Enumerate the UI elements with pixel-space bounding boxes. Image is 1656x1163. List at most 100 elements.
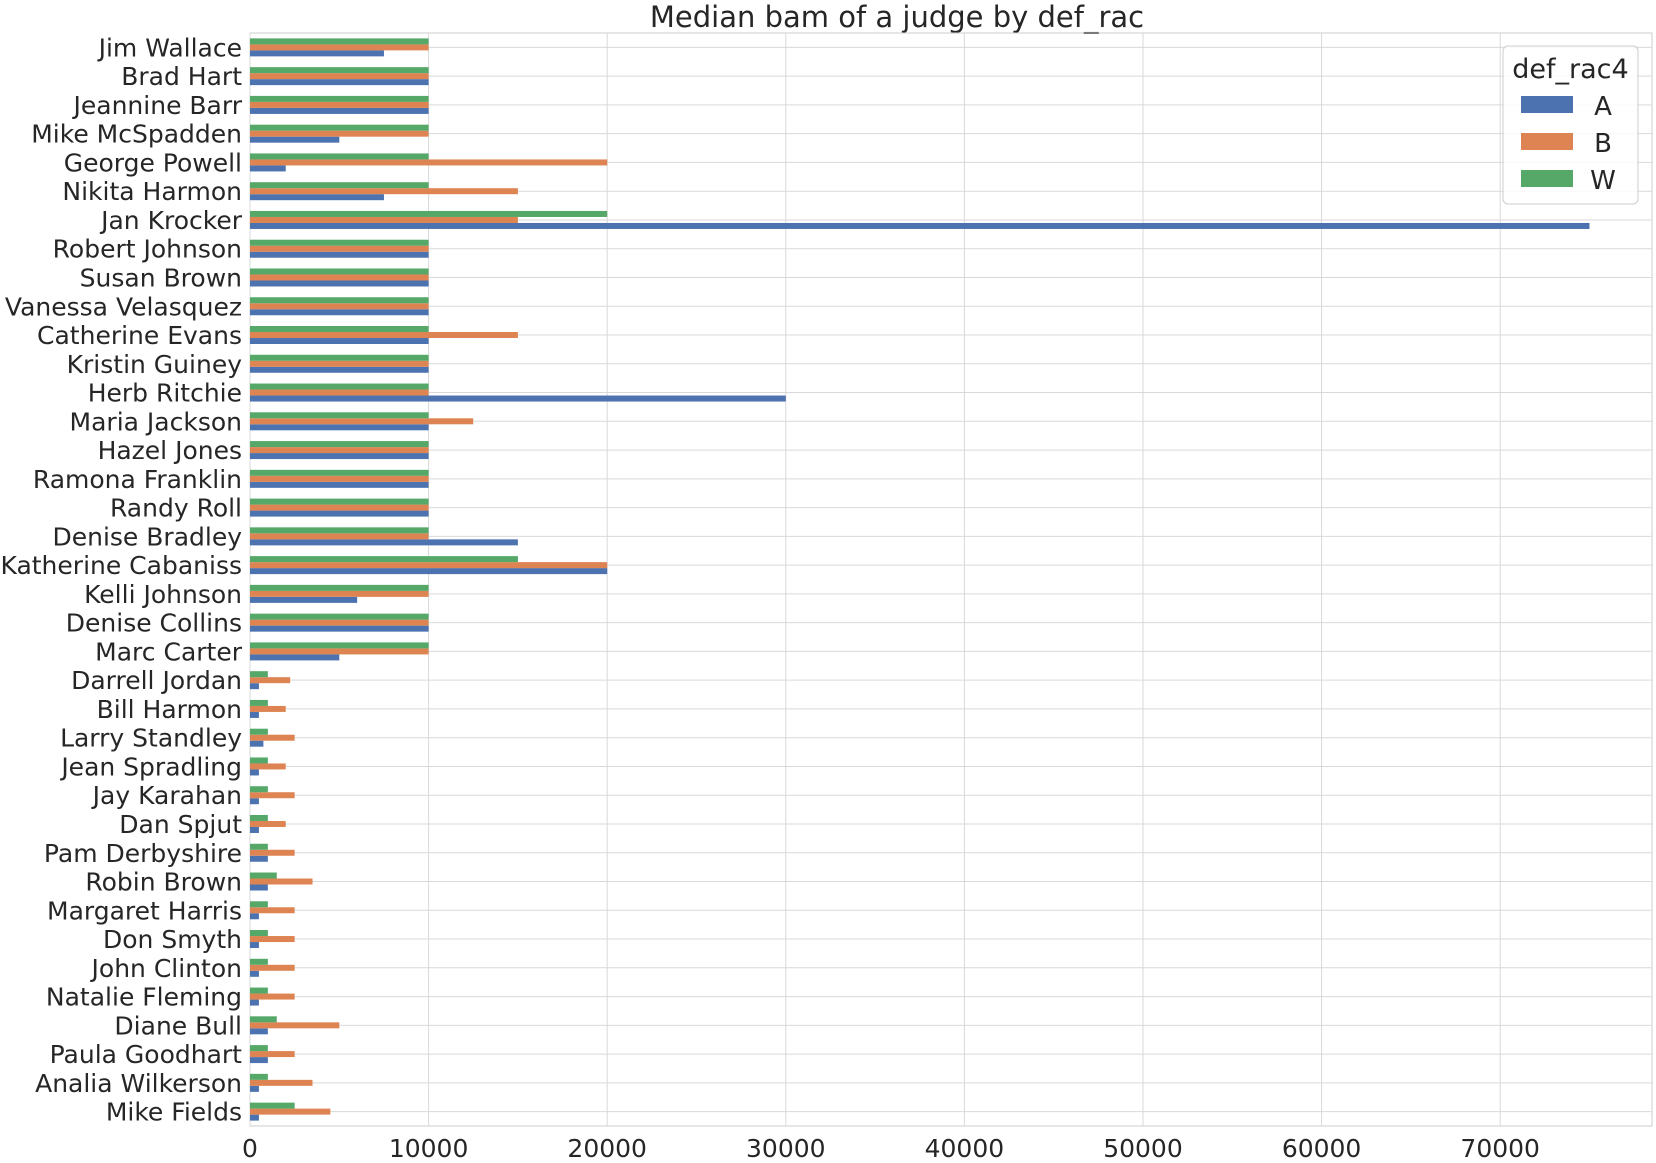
y-tick-label: Bill Harmon <box>97 695 242 724</box>
bar-w-darrell-jordan <box>250 671 268 678</box>
legend: def_rac4 ABW <box>1502 45 1639 205</box>
chart-title: Median bam of a judge by def_rac <box>650 0 1144 34</box>
bar-w-denise-bradley <box>250 527 429 534</box>
bar-b-jay-karahan <box>250 792 295 799</box>
legend-label-w: W <box>1590 166 1616 196</box>
bar-b-larry-standley <box>250 734 295 741</box>
y-tick-label: Marc Carter <box>95 637 243 666</box>
bar-b-dan-spjut <box>250 820 286 827</box>
y-tick-label: Mike McSpadden <box>31 120 242 149</box>
bar-w-george-powell <box>250 153 429 160</box>
bar-w-larry-standley <box>250 728 268 735</box>
y-tick-label: Susan Brown <box>80 263 242 292</box>
bar-w-dan-spjut <box>250 814 268 821</box>
legend-swatch-w <box>1521 170 1573 187</box>
bar-w-mike-mcspadden <box>250 124 429 131</box>
y-tick-label: Catherine Evans <box>37 321 242 350</box>
bar-a-paula-goodhart <box>250 1057 268 1064</box>
bar-a-herb-ritchie <box>250 395 786 402</box>
bar-b-jan-krocker <box>250 216 518 223</box>
y-tick-label: John Clinton <box>90 954 242 983</box>
y-tick-label: Hazel Jones <box>98 436 242 465</box>
bar-a-mike-mcspadden <box>250 136 340 143</box>
bar-a-catherine-evans <box>250 338 429 345</box>
bar-a-denise-collins <box>250 625 429 632</box>
bar-w-herb-ritchie <box>250 383 429 390</box>
bars <box>250 38 1590 1121</box>
bar-b-pam-derbyshire <box>250 849 295 856</box>
x-tick-label: 20000 <box>567 1134 647 1159</box>
bar-a-darrell-jordan <box>250 683 259 690</box>
y-tick-label: Vanessa Velasquez <box>5 292 242 321</box>
bar-a-susan-brown <box>250 280 429 287</box>
y-tick-label: Pam Derbyshire <box>44 839 242 868</box>
y-tick-label: Katherine Cabaniss <box>0 551 242 580</box>
bar-w-kristin-guiney <box>250 354 429 361</box>
y-tick-label: Maria Jackson <box>70 407 242 436</box>
bar-a-denise-bradley <box>250 539 518 546</box>
bar-a-john-clinton <box>250 970 259 977</box>
bar-b-margaret-harris <box>250 907 295 914</box>
bar-a-marc-carter <box>250 654 340 661</box>
y-tick-label: Robert Johnson <box>53 235 242 264</box>
bar-b-nikita-harmon <box>250 188 518 195</box>
bar-b-marc-carter <box>250 648 429 655</box>
bar-w-mike-fields <box>250 1102 295 1109</box>
bar-b-susan-brown <box>250 274 429 281</box>
bar-w-maria-jackson <box>250 412 429 419</box>
bar-w-don-smyth <box>250 930 268 937</box>
x-tick-label: 40000 <box>925 1134 1005 1159</box>
bar-a-hazel-jones <box>250 453 429 460</box>
bar-b-natalie-fleming <box>250 993 295 1000</box>
y-tick-label: Jay Karahan <box>91 781 242 810</box>
y-tick-label: Brad Hart <box>121 62 242 91</box>
y-tick-label: Denise Bradley <box>52 522 242 551</box>
bar-a-natalie-fleming <box>250 999 259 1006</box>
bar-a-jan-krocker <box>250 222 1590 229</box>
bar-b-jean-spradling <box>250 763 286 770</box>
bar-w-susan-brown <box>250 268 429 275</box>
bar-b-vanessa-velasquez <box>250 303 429 310</box>
y-tick-label: George Powell <box>64 148 242 177</box>
y-tick-label: Don Smyth <box>103 925 242 954</box>
bar-a-george-powell <box>250 165 286 172</box>
bar-a-don-smyth <box>250 942 259 949</box>
bar-b-kelli-johnson <box>250 590 429 597</box>
bar-w-analia-wilkerson <box>250 1073 268 1080</box>
bar-a-maria-jackson <box>250 424 429 431</box>
bar-w-hazel-jones <box>250 441 429 448</box>
bar-w-denise-collins <box>250 613 429 620</box>
bar-w-ramona-franklin <box>250 469 429 476</box>
y-tick-label: Robin Brown <box>85 868 242 897</box>
bar-a-kristin-guiney <box>250 366 429 373</box>
bar-b-maria-jackson <box>250 418 474 425</box>
bar-a-jean-spradling <box>250 769 259 776</box>
x-tick-label: 0 <box>242 1134 258 1159</box>
bar-a-robert-johnson <box>250 251 429 258</box>
bar-w-brad-hart <box>250 67 429 74</box>
bar-b-analia-wilkerson <box>250 1079 313 1086</box>
bar-w-pam-derbyshire <box>250 843 268 850</box>
bar-a-larry-standley <box>250 740 264 747</box>
legend-title: def_rac4 <box>1512 54 1628 85</box>
bar-a-randy-roll <box>250 510 429 517</box>
x-tick-label: 10000 <box>389 1134 469 1159</box>
x-tick-label: 50000 <box>1103 1134 1183 1159</box>
bar-b-paula-goodhart <box>250 1051 295 1058</box>
y-tick-label: Paula Goodhart <box>50 1040 243 1069</box>
bar-w-jeannine-barr <box>250 95 429 102</box>
bar-b-kristin-guiney <box>250 360 429 367</box>
bar-b-jim-wallace <box>250 44 429 51</box>
bar-b-jeannine-barr <box>250 101 429 108</box>
bar-a-robin-brown <box>250 884 268 891</box>
bar-a-brad-hart <box>250 79 429 86</box>
y-tick-label: Jan Krocker <box>99 206 243 235</box>
y-tick-label: Larry Standley <box>60 724 242 753</box>
bar-a-kelli-johnson <box>250 596 358 603</box>
legend-swatch-a <box>1521 96 1573 113</box>
bar-b-don-smyth <box>250 936 295 943</box>
bar-w-jay-karahan <box>250 786 268 793</box>
bar-a-analia-wilkerson <box>250 1085 259 1092</box>
